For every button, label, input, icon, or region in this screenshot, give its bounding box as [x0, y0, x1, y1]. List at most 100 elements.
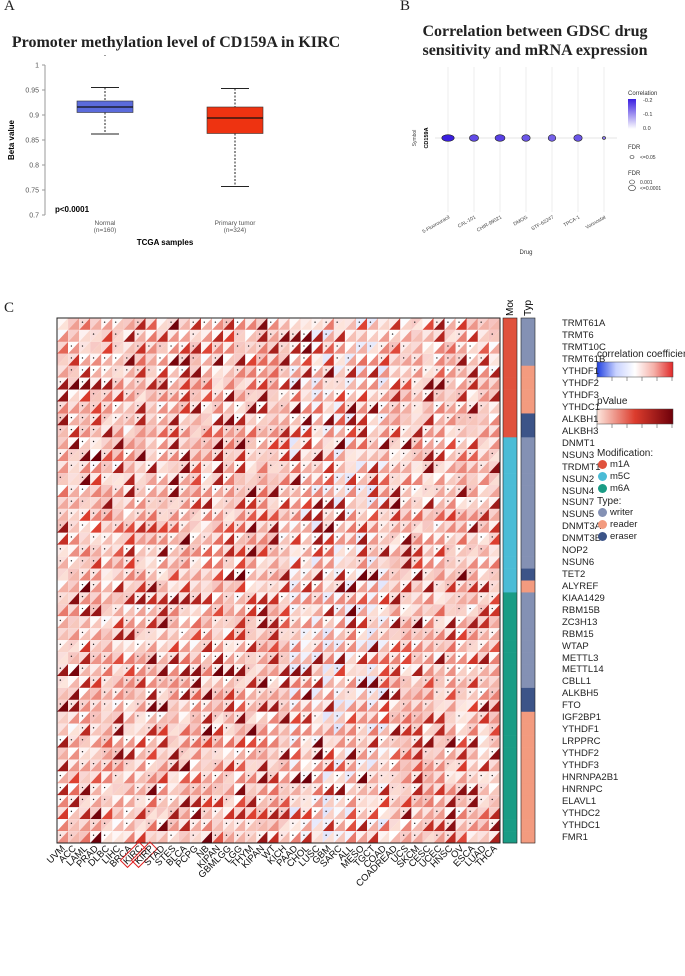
c-cell-pvalue — [189, 795, 201, 808]
c-cell-dot — [314, 548, 316, 550]
c-cell-corr — [389, 508, 401, 521]
c-cell-dot — [137, 786, 139, 789]
c-cell-pvalue — [411, 389, 423, 402]
c-cell-corr — [134, 485, 146, 497]
c-cell-corr — [322, 473, 334, 486]
c-cell-corr — [189, 496, 201, 509]
c-cell-dot — [159, 607, 161, 610]
c-cell-dot — [126, 357, 128, 359]
c-cell-dot — [402, 404, 405, 407]
c-cell-corr — [68, 771, 80, 784]
c-cell-pvalue — [256, 795, 268, 808]
c-gene-label: TRMT10C — [562, 342, 606, 354]
c-cell-corr — [311, 449, 323, 462]
c-cell-corr — [311, 592, 323, 605]
c-cell-pvalue — [389, 675, 401, 688]
c-cell-pvalue — [444, 377, 456, 390]
c-cell-dot — [480, 667, 482, 669]
c-cell-dot — [81, 762, 84, 765]
c-cell-corr — [466, 353, 478, 366]
c-cell-corr — [267, 831, 279, 843]
c-cell-dot — [369, 810, 372, 813]
c-type-cell — [521, 437, 535, 450]
c-cell-pvalue — [356, 819, 368, 832]
c-cell-pvalue — [389, 807, 401, 820]
c-cell-dot — [314, 762, 316, 765]
c-cell-pvalue — [455, 819, 467, 832]
c-cell-pvalue — [433, 425, 445, 438]
c-cell-corr — [245, 807, 257, 820]
c-cell-dot — [225, 500, 228, 502]
b-drug-label: TPCA-1 — [563, 214, 582, 228]
c-cell-corr — [422, 449, 434, 462]
c-cell-pvalue — [389, 341, 401, 354]
c-cell-corr — [167, 329, 179, 342]
c-cell-corr — [167, 819, 179, 832]
c-cell-dot — [247, 393, 250, 395]
c-cell-dot — [414, 321, 416, 323]
c-cell-corr — [433, 425, 445, 438]
c-cell-pvalue — [300, 759, 312, 772]
c-cell-corr — [234, 747, 246, 760]
c-cell-corr — [245, 485, 257, 497]
c-cell-pvalue — [112, 365, 124, 378]
c-cell-dot — [491, 751, 493, 753]
c-cell-pvalue — [455, 831, 467, 843]
c-gene-label: IGF2BP1 — [562, 712, 602, 724]
c-cell-corr — [455, 461, 467, 474]
c-cell-pvalue — [378, 795, 390, 808]
c-cell-dot — [347, 679, 349, 681]
c-cell-dot — [159, 560, 161, 562]
c-cell-dot — [458, 739, 460, 741]
c-cell-pvalue — [477, 425, 489, 438]
c-cell-dot — [92, 727, 95, 729]
c-gene-label: TET2 — [562, 569, 586, 581]
c-cell-pvalue — [134, 556, 146, 569]
c-cell-corr — [223, 675, 235, 688]
c-cell-corr — [189, 461, 201, 474]
c-cell-pvalue — [356, 365, 368, 378]
c-cell-dot — [81, 583, 84, 586]
c-cell-pvalue — [267, 640, 279, 653]
c-cell-corr — [488, 604, 500, 617]
c-cell-dot — [270, 321, 272, 323]
c-cell-corr — [167, 711, 179, 724]
c-cell-corr — [134, 568, 146, 581]
c-mod-cell — [503, 628, 517, 641]
c-cell-corr — [333, 508, 345, 521]
c-cell-corr — [433, 807, 445, 820]
c-cell-corr — [212, 640, 224, 653]
c-cell-dot — [391, 655, 394, 657]
c-cell-pvalue — [68, 640, 80, 653]
c-cell-corr — [245, 819, 257, 832]
c-type-cell — [521, 389, 535, 402]
c-cell-corr — [57, 413, 69, 426]
c-cell-corr — [344, 723, 357, 736]
c-cell-pvalue — [90, 604, 102, 617]
c-cell-pvalue — [167, 485, 179, 497]
c-cell-dot — [181, 500, 183, 502]
c-cell-dot — [436, 583, 438, 586]
c-cell-pvalue — [433, 508, 445, 521]
c-cell-pvalue — [90, 341, 102, 354]
c-cell-dot — [214, 667, 217, 669]
c-cell-pvalue — [289, 795, 301, 808]
c-cell-dot — [303, 583, 305, 586]
c-cell-pvalue — [466, 485, 478, 497]
c-cell-corr — [488, 807, 500, 820]
c-cell-corr — [300, 699, 312, 712]
c-cell-corr — [488, 496, 500, 509]
c-cell-pvalue — [189, 616, 201, 629]
c-cell-pvalue — [488, 544, 500, 557]
c-cell-dot — [170, 762, 172, 765]
c-cell-pvalue — [57, 425, 69, 438]
c-cell-pvalue — [488, 759, 500, 772]
c-cell-corr — [311, 687, 323, 700]
c-cell-dot — [436, 357, 438, 359]
c-cell-dot — [369, 822, 372, 825]
c-cell-corr — [455, 771, 467, 784]
c-cell-pvalue — [57, 795, 69, 808]
c-cell-dot — [369, 404, 372, 407]
c-cell-pvalue — [311, 318, 323, 330]
c-cell-pvalue — [322, 449, 334, 462]
